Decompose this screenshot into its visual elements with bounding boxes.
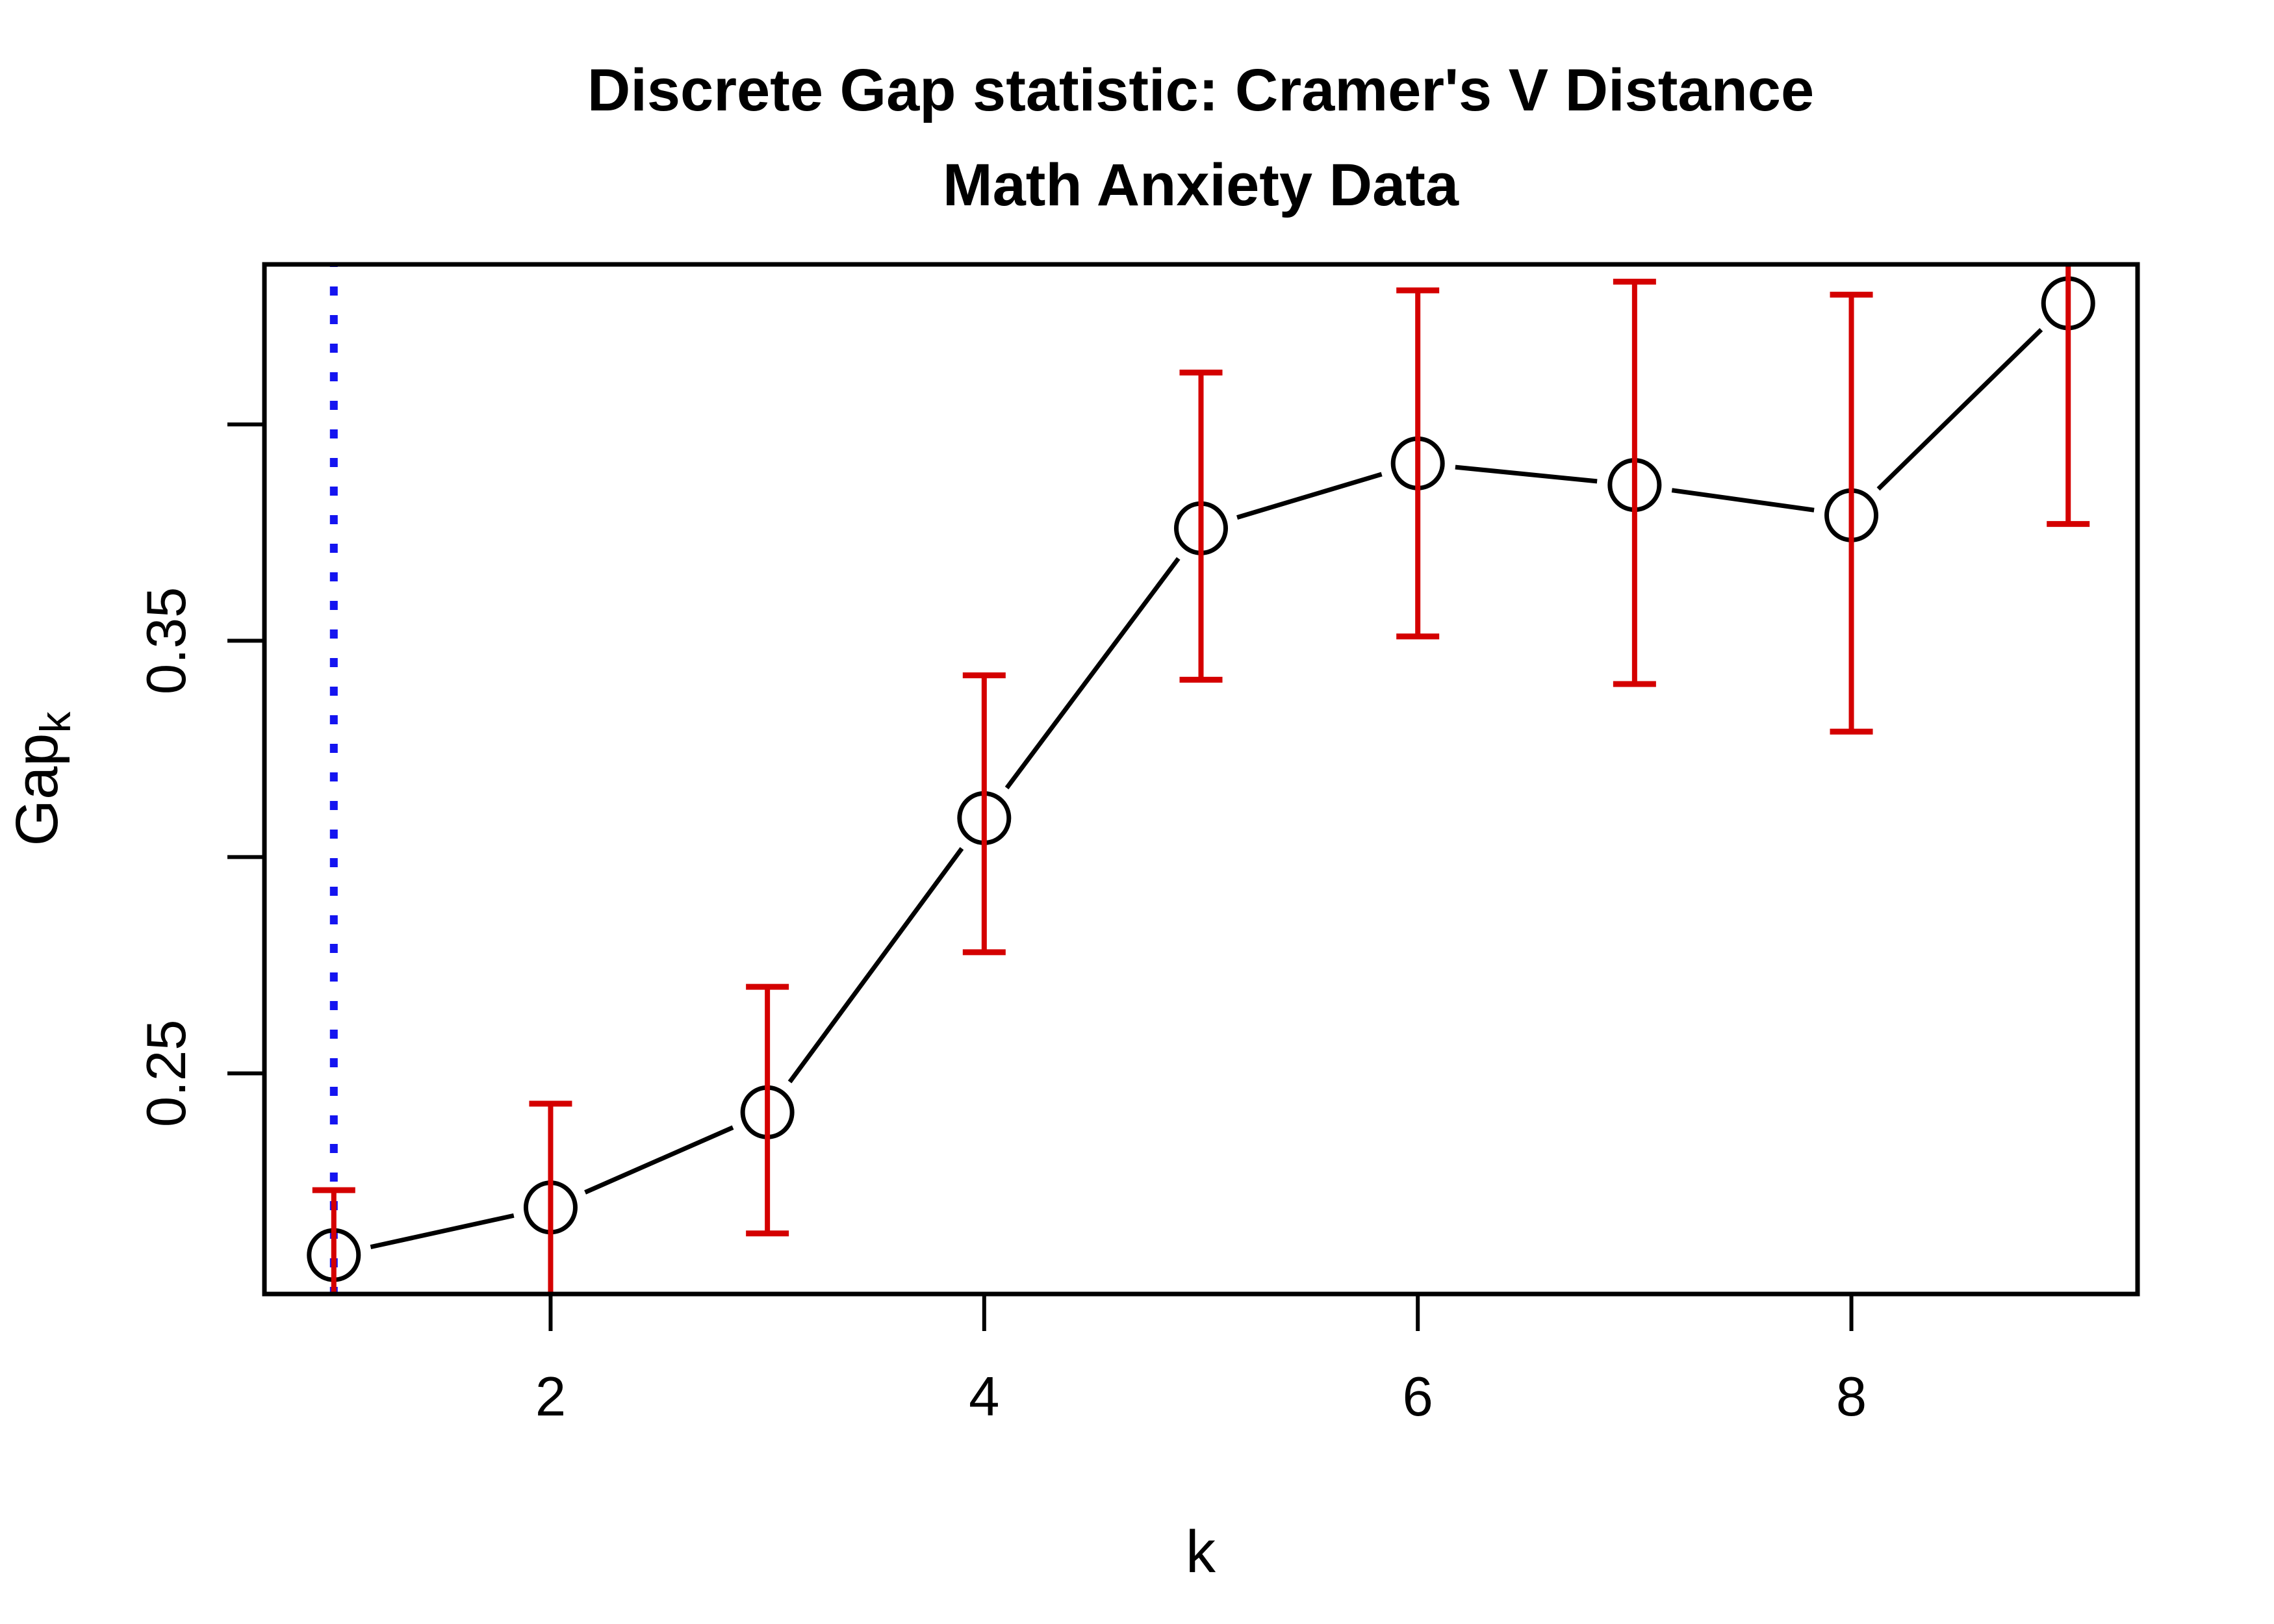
error-bar <box>2047 264 2090 527</box>
y-axis-label-subscript: k <box>31 711 79 733</box>
x-tick-label: 8 <box>1836 1366 1867 1428</box>
series-line-segment <box>1236 472 1383 520</box>
x-tick-label: 4 <box>969 1366 999 1428</box>
y-axis-label: Gapk <box>4 711 79 846</box>
series-line-segment <box>584 1125 734 1195</box>
y-tick-label: 0.35 <box>136 587 198 694</box>
error-bar <box>962 672 1006 956</box>
plot-box <box>262 262 2140 1297</box>
series-line-segment <box>1455 464 1598 484</box>
axis-tick-layer: 2 4 6 8 0.25 0.35 <box>136 422 1867 1428</box>
error-bar <box>1613 279 1656 687</box>
error-bar <box>746 983 789 1237</box>
plot-box-layer <box>262 262 2140 1297</box>
series-line-segment <box>1004 557 1181 790</box>
error-bar <box>1830 292 1873 735</box>
y-tick-label: 0.25 <box>136 1020 198 1127</box>
error-bar <box>529 1100 572 1294</box>
x-axis-label: k <box>1186 1519 1216 1585</box>
series-line-segment <box>370 1213 515 1250</box>
error-bar-layer <box>312 264 2090 1294</box>
y-axis-label-base: Gap <box>4 733 70 846</box>
error-bar <box>1179 369 1223 683</box>
series-line-segment <box>1876 327 2043 491</box>
series-line-segment <box>787 847 964 1084</box>
chart-subtitle: Math Anxiety Data <box>943 152 1459 218</box>
x-tick-label: 6 <box>1403 1366 1433 1428</box>
error-bar <box>1396 287 1440 640</box>
error-bar <box>312 1187 355 1294</box>
x-tick-label: 2 <box>535 1366 566 1428</box>
chart-title: Discrete Gap statistic: Cramer's V Dista… <box>587 57 1814 123</box>
series-line-segment <box>1671 488 1815 513</box>
